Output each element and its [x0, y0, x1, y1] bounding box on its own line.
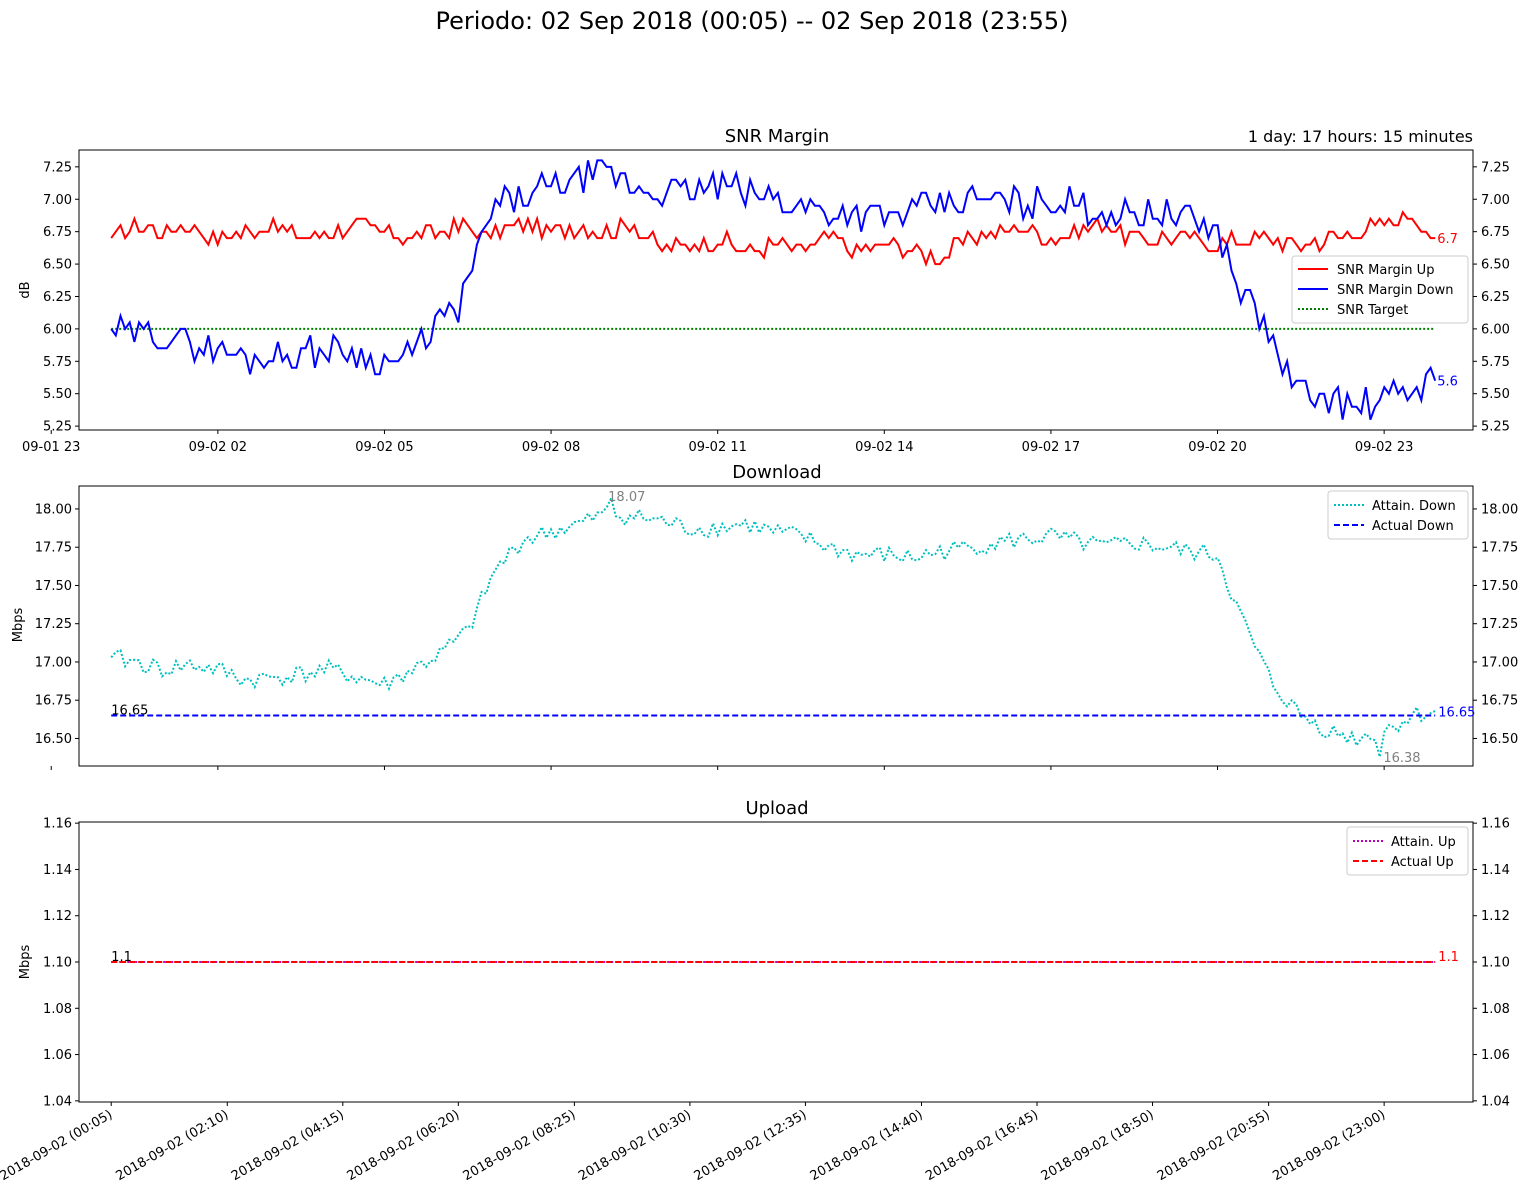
download-series-layer [110, 495, 1436, 758]
upload-legend-attain: Attain. Up [1391, 835, 1456, 850]
y-tick-label-right: 5.75 [1481, 355, 1510, 370]
y-tick-label-left: 18.00 [35, 502, 72, 517]
y-tick-label-right: 1.14 [1481, 863, 1510, 878]
y-tick-label-right: 5.50 [1481, 387, 1510, 402]
y-tick-label-right: 17.50 [1481, 579, 1518, 594]
snr-legend-target: SNR Target [1337, 303, 1408, 318]
y-tick-label-right: 6.25 [1481, 290, 1510, 305]
download-y-axis-label: Mbps [11, 608, 26, 643]
y-tick-label-right: 17.75 [1481, 541, 1518, 556]
download-legend-attain: Attain. Down [1372, 499, 1456, 514]
y-tick-label-right: 1.10 [1481, 956, 1510, 971]
x-tick-label: 09-02 17 [1022, 440, 1080, 455]
y-tick-label-right: 18.00 [1481, 502, 1518, 517]
y-tick-label-left: 5.25 [43, 420, 72, 435]
y-tick-label-left: 16.75 [35, 694, 72, 709]
y-tick-label-left: 6.75 [43, 225, 72, 240]
y-tick-label-left: 6.50 [43, 258, 72, 273]
y-tick-label-left: 1.08 [43, 1002, 72, 1017]
download-max-annotation: 18.07 [608, 490, 645, 505]
y-tick-label-left: 1.16 [43, 817, 72, 832]
y-tick-label-right: 1.16 [1481, 817, 1510, 832]
snr-margin-down-line [110, 159, 1437, 420]
download-plot-frame [78, 485, 1474, 767]
attain-down-line [110, 495, 1436, 758]
y-tick-label-left: 16.50 [35, 732, 72, 747]
y-tick-label-right: 1.08 [1481, 1002, 1510, 1017]
x-tick-label: 09-02 08 [522, 440, 580, 455]
y-tick-label-left: 1.10 [43, 956, 72, 971]
y-tick-label-right: 17.25 [1481, 617, 1518, 632]
upload-plot-frame [78, 821, 1474, 1103]
snr-legend-up: SNR Margin Up [1337, 263, 1434, 278]
upload-end-annotation: 1.1 [1438, 950, 1459, 965]
y-tick-label-left: 6.00 [43, 322, 72, 337]
y-tick-label-right: 7.00 [1481, 193, 1510, 208]
snr-down-end-label: 5.6 [1437, 375, 1458, 390]
upload-panel-title: Upload [745, 798, 808, 819]
y-tick-label-right: 16.50 [1481, 732, 1518, 747]
download-legend: Attain. Down Actual Down [1327, 490, 1469, 540]
x-tick-label: 09-02 23 [1355, 440, 1413, 455]
download-tick-layer: 16.50 16.50 16.75 16.75 17.00 17.00 17.25 17.25… [35, 502, 1518, 770]
upload-start-annotation: 1.1 [111, 950, 132, 965]
download-end-annotation: 16.65 [1438, 706, 1475, 721]
y-tick-label-left: 1.06 [43, 1048, 72, 1063]
download-start-annotation: 16.65 [111, 704, 148, 719]
y-tick-label-left: 1.14 [43, 863, 72, 878]
upload-legend-actual: Actual Up [1391, 855, 1454, 870]
snr-y-axis-label: dB [18, 281, 33, 298]
snr-plot-frame [78, 149, 1474, 431]
y-tick-label-left: 5.75 [43, 355, 72, 370]
snr-legend: SNR Margin Up SNR Margin Down SNR Target [1291, 255, 1469, 324]
snr-tick-layer: 5.25 5.25 5.50 5.50 5.75 5.75 6.00 6.00 6.25 6.25… [22, 160, 1510, 455]
snr-margin-up-line [110, 210, 1436, 268]
upload-y-axis-label: Mbps [18, 945, 33, 980]
y-tick-label-right: 6.50 [1481, 258, 1510, 273]
y-tick-label-right: 7.25 [1481, 160, 1510, 175]
y-tick-label-left: 17.75 [35, 541, 72, 556]
x-tick-label: 09-02 11 [688, 440, 746, 455]
y-tick-label-right: 17.00 [1481, 655, 1518, 670]
download-panel-title: Download [732, 462, 821, 483]
y-tick-label-left: 17.50 [35, 579, 72, 594]
y-tick-label-right: 16.75 [1481, 694, 1518, 709]
y-tick-label-right: 6.75 [1481, 225, 1510, 240]
snr-panel-title: SNR Margin [725, 126, 830, 147]
y-tick-label-left: 7.25 [43, 160, 72, 175]
y-tick-label-left: 6.25 [43, 290, 72, 305]
y-tick-label-left: 1.04 [43, 1094, 72, 1109]
y-tick-label-right: 1.04 [1481, 1094, 1510, 1109]
snr-series-layer [110, 159, 1437, 420]
uptime-label: 1 day: 17 hours: 15 minutes [1248, 127, 1473, 146]
snr-legend-down: SNR Margin Down [1337, 283, 1454, 298]
figure-title: Periodo: 02 Sep 2018 (00:05) -- 02 Sep 2… [435, 7, 1068, 35]
download-min-annotation: 16.38 [1383, 751, 1420, 766]
y-tick-label-right: 5.25 [1481, 420, 1510, 435]
x-tick-label: 09-02 05 [355, 440, 413, 455]
x-tick-label: 09-02 20 [1188, 440, 1246, 455]
y-tick-label-left: 7.00 [43, 193, 72, 208]
download-legend-actual: Actual Down [1372, 519, 1454, 534]
x-tick-label: 09-02 02 [189, 440, 247, 455]
y-tick-label-left: 17.00 [35, 655, 72, 670]
upload-legend: Attain. Up Actual Up [1346, 826, 1469, 876]
snr-up-end-label: 6.7 [1437, 232, 1458, 247]
y-tick-label-right: 1.12 [1481, 909, 1510, 924]
x-tick-label: 09-01 23 [22, 440, 80, 455]
y-tick-label-left: 1.12 [43, 909, 72, 924]
y-tick-label-left: 17.25 [35, 617, 72, 632]
x-tick-label: 09-02 14 [855, 440, 913, 455]
y-tick-label-right: 6.00 [1481, 322, 1510, 337]
y-tick-label-left: 5.50 [43, 387, 72, 402]
y-tick-label-right: 1.06 [1481, 1048, 1510, 1063]
